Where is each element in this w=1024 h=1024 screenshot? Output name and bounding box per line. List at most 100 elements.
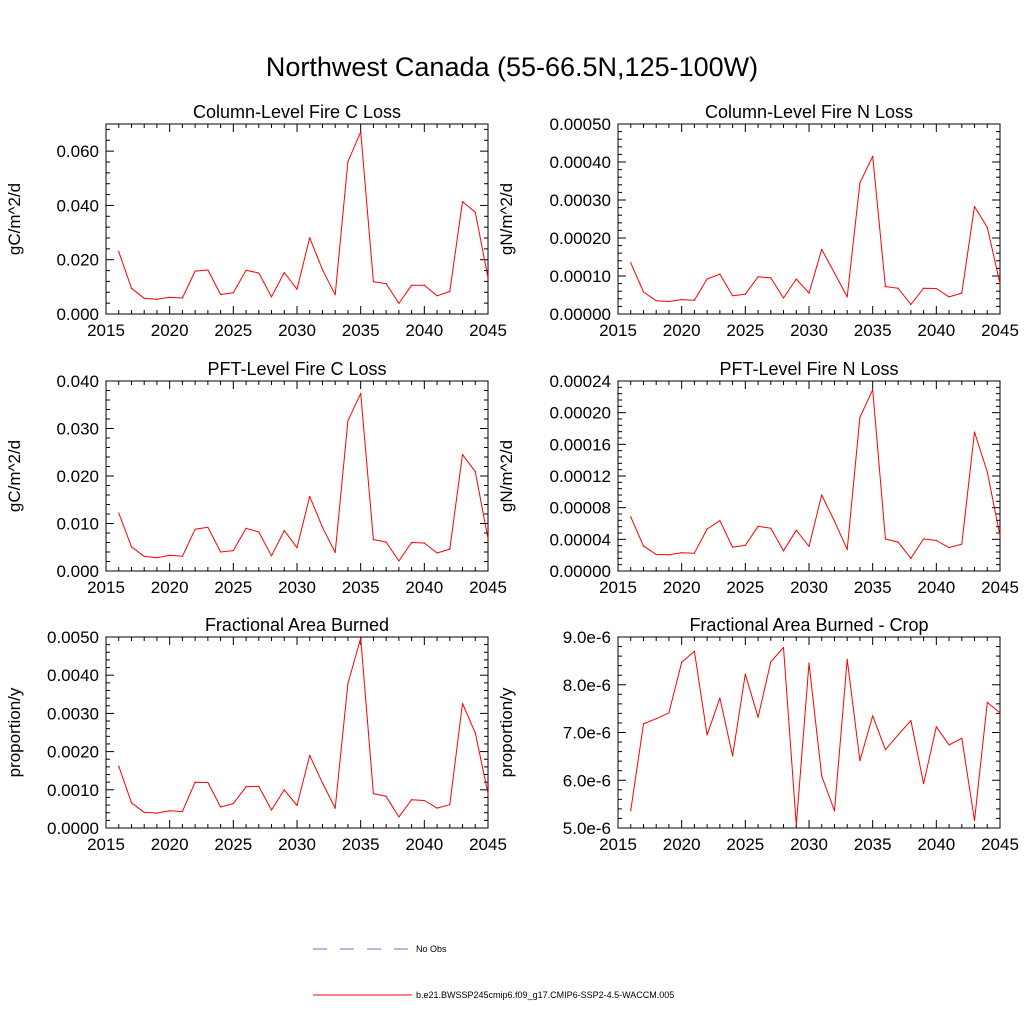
y-tick-label: 0.040 <box>56 196 99 215</box>
y-tick-label: 0.0030 <box>47 704 99 723</box>
data-point <box>360 392 362 394</box>
panel-col-c-loss: Column-Level Fire C Loss 2015 2020 2025 2030… <box>5 102 507 340</box>
y-tick-label: 0.020 <box>56 251 99 270</box>
data-point <box>372 539 374 541</box>
x-tick-label: 2035 <box>342 835 380 854</box>
data-point <box>347 683 349 685</box>
panel-title: Fractional Area Burned <box>205 615 389 635</box>
panels-group: Column-Level Fire C Loss 2015 2020 2025 2030… <box>5 102 1019 854</box>
data-point <box>220 551 222 553</box>
y-tick-label: 0.00008 <box>550 499 611 518</box>
data-point <box>347 161 349 163</box>
data-point <box>961 292 963 294</box>
x-tick-label: 2030 <box>790 578 828 597</box>
data-point <box>207 526 209 528</box>
data-point <box>474 471 476 473</box>
data-point <box>258 272 260 274</box>
data-point <box>194 528 196 530</box>
y-tick-label: 0.000 <box>56 562 99 581</box>
data-point <box>668 300 670 303</box>
panel-col-n-loss: Column-Level Fire N Loss 2015 2020 2025 2030… <box>497 102 1019 340</box>
data-point <box>258 785 260 787</box>
data-point <box>693 650 696 652</box>
data-point <box>169 296 171 298</box>
plot-frame <box>105 380 489 572</box>
data-point <box>719 520 721 522</box>
data-point <box>245 269 247 271</box>
data-point <box>321 782 324 784</box>
data-point <box>309 495 311 498</box>
data-point <box>436 552 438 554</box>
data-point <box>181 555 183 557</box>
series-line <box>630 389 1001 559</box>
data-point <box>833 520 836 522</box>
data-point <box>757 276 759 278</box>
data-point <box>487 277 489 279</box>
data-point <box>372 793 374 795</box>
data-point <box>897 541 899 543</box>
x-tick-label: 2015 <box>87 321 125 340</box>
data-point <box>436 295 438 297</box>
y-tick-label: 0.060 <box>56 142 99 161</box>
x-tick-label: 2015 <box>87 578 125 597</box>
data-point <box>846 549 848 551</box>
x-tick-label: 2045 <box>981 835 1019 854</box>
panel-title: Fractional Area Burned - Crop <box>689 615 928 635</box>
data-point <box>642 545 645 547</box>
data-point <box>693 299 696 301</box>
data-point <box>461 201 464 203</box>
y-tick-label: 0.000 <box>56 305 99 324</box>
series-line <box>118 392 489 562</box>
data-point <box>897 287 899 289</box>
data-point <box>821 494 823 496</box>
data-point <box>296 288 298 290</box>
x-tick-label: 2020 <box>151 578 189 597</box>
data-point <box>630 262 632 264</box>
data-point <box>973 431 976 433</box>
x-tick-label: 2025 <box>726 835 764 854</box>
x-tick-label: 2040 <box>917 321 955 340</box>
data-point <box>423 542 425 544</box>
data-point <box>732 755 734 757</box>
data-point <box>808 292 810 294</box>
data-point <box>732 295 734 297</box>
data-point <box>948 744 950 746</box>
data-point <box>283 530 285 532</box>
x-tick-label: 2025 <box>214 578 252 597</box>
y-tick-label: 0.020 <box>56 467 99 486</box>
data-point <box>795 278 797 280</box>
data-point <box>973 819 976 821</box>
y-tick-label: 0.0020 <box>47 743 99 762</box>
y-tick-label: 0.00020 <box>550 404 611 423</box>
data-point <box>681 298 683 301</box>
panel-title: PFT-Level Fire C Loss <box>207 359 386 379</box>
data-point <box>833 272 836 274</box>
data-point <box>130 802 133 804</box>
data-point <box>296 804 298 807</box>
x-tick-label: 2025 <box>726 578 764 597</box>
legend-model-label: b.e21.BWSSP245cmip6.f09_g17.CMIP6-SSP2-4… <box>416 990 674 1000</box>
data-point <box>782 550 785 552</box>
data-point <box>630 516 632 518</box>
data-point <box>449 548 451 550</box>
y-tick-label: 0.0050 <box>47 628 99 647</box>
x-tick-label: 2040 <box>405 835 443 854</box>
data-point <box>884 538 887 540</box>
data-point <box>872 389 874 391</box>
data-point <box>143 811 145 813</box>
x-tick-label: 2045 <box>469 578 507 597</box>
data-point <box>770 661 772 663</box>
x-tick-label: 2035 <box>854 321 892 340</box>
data-point <box>360 637 362 639</box>
y-axis-label: gN/m^2/d <box>497 183 516 255</box>
data-point <box>411 284 413 286</box>
data-point <box>757 716 759 718</box>
x-tick-label: 2030 <box>278 835 316 854</box>
x-tick-label: 2020 <box>663 835 701 854</box>
data-point <box>999 712 1001 714</box>
y-tick-label: 0.0000 <box>47 819 99 838</box>
y-tick-label: 0.00030 <box>550 191 611 210</box>
series-line <box>630 155 1001 305</box>
data-point <box>821 248 823 250</box>
y-tick-label: 6.0e-6 <box>563 771 611 790</box>
